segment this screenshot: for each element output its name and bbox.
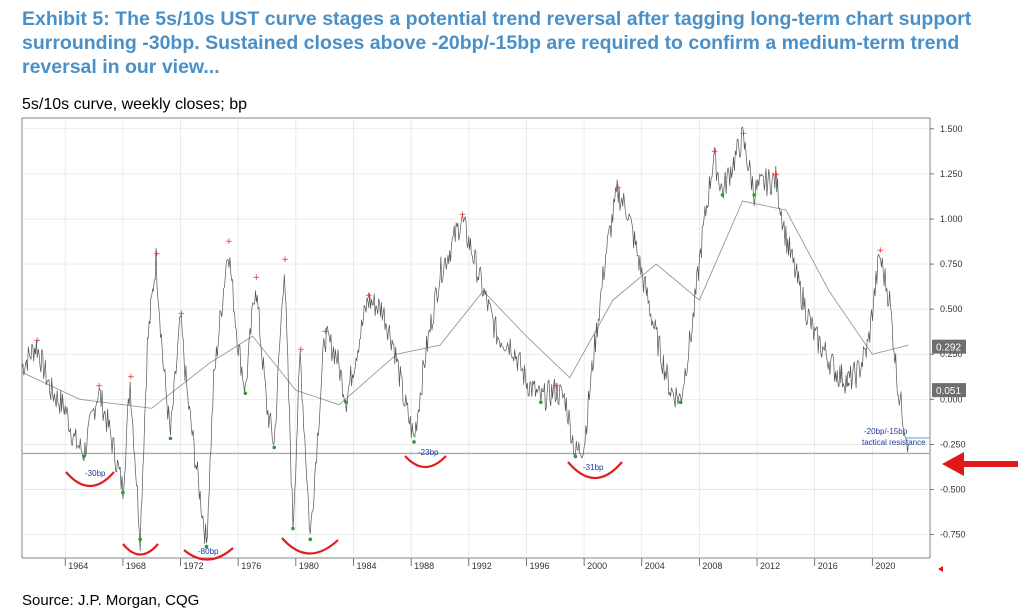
y-axis-ticks: 1.500 1.250 1.000 0.750 0.500 0.250 0.000 -0.25… [930, 124, 966, 540]
buy-signal [308, 537, 313, 542]
buy-signal [121, 490, 125, 495]
x-tick-label: 1980 [299, 561, 319, 571]
signal-markers: + + + + + + + + + + + + + + + + + + [33, 129, 884, 549]
red-arrow-icon [942, 452, 1018, 476]
current-value-box [932, 383, 966, 398]
annotation-resistance-text: tactical resistance [862, 438, 926, 447]
buy-signal [573, 454, 578, 459]
y-tick-label: 1.500 [940, 124, 963, 134]
current-value-label: 0.051 [936, 386, 961, 397]
moving-average-series [21, 200, 909, 409]
annotation-23bp: -23bp [418, 448, 439, 457]
price-series [21, 126, 909, 551]
y-tick-label: -0.500 [940, 484, 966, 494]
current-value-labels: 0.292 0.051 [932, 339, 966, 398]
x-tick-label: 1968 [126, 561, 146, 571]
buy-signal [846, 382, 850, 387]
buy-signal [752, 193, 756, 197]
x-tick-label: 1984 [356, 561, 376, 571]
buy-signal [291, 526, 295, 531]
buy-signal [678, 400, 683, 405]
x-tick-label: 2004 [645, 561, 665, 571]
x-tick-label: 2000 [587, 561, 607, 571]
sell-signal: + [127, 372, 135, 382]
arc-1988 [404, 455, 447, 469]
x-tick-label: 2008 [702, 561, 722, 571]
y-tick-label: 0.250 [940, 349, 963, 359]
moving-average-line [21, 200, 909, 409]
x-tick-label: 1976 [241, 561, 261, 571]
arc-1999 [567, 461, 623, 479]
buy-signal [243, 391, 248, 396]
arc-1969 [122, 543, 159, 556]
sell-signal: + [711, 147, 719, 157]
arc-1973 [183, 547, 234, 561]
buy-signal [412, 440, 416, 444]
y-tick-label: 1.000 [940, 214, 963, 224]
sell-signal: + [322, 327, 330, 337]
x-tick-label: 1992 [472, 561, 492, 571]
sell-signal: + [95, 381, 103, 391]
exhibit-title: Exhibit 5: The 5s/10s UST curve stages a… [22, 8, 972, 78]
current-value-label: 0.292 [936, 343, 961, 354]
current-value-box [932, 339, 966, 354]
y-tick-label: 0.000 [940, 394, 963, 404]
annotation-30bp: -30bp [85, 469, 106, 478]
sell-signal: + [614, 183, 622, 193]
sell-signal: + [33, 336, 41, 346]
buy-signal [204, 544, 209, 549]
sell-signal: + [281, 255, 289, 265]
buy-signal [720, 193, 725, 197]
x-tick-label: 2020 [875, 561, 895, 571]
arc-1965 [65, 471, 115, 487]
annotation-80bp: -80bp [198, 547, 219, 556]
sell-signal: + [365, 291, 373, 301]
x-tick-label: 1988 [414, 561, 434, 571]
sell-signal: + [552, 381, 560, 391]
x-tick-label: 1964 [68, 561, 88, 571]
chart-subtitle: 5s/10s curve, weekly closes; bp [22, 96, 247, 113]
y-tick-label: 0.500 [940, 304, 963, 314]
sell-signal: + [773, 170, 781, 180]
sell-signal: + [225, 237, 233, 247]
y-tick-label: -0.250 [940, 439, 966, 449]
buy-signal [82, 454, 86, 459]
annotation-31bp: -31bp [583, 463, 604, 472]
buy-signal [539, 400, 543, 405]
sell-signal: + [459, 210, 467, 220]
sell-signal: + [740, 129, 748, 139]
buy-signal [168, 436, 173, 441]
buy-signal [344, 400, 349, 405]
buy-signal [272, 445, 277, 450]
x-tick-label: 2012 [760, 561, 780, 571]
sell-signal: + [297, 345, 305, 355]
sell-signal: + [178, 309, 186, 319]
buy-signal [138, 537, 142, 542]
sell-signal: + [153, 250, 161, 260]
y-tick-label: 1.250 [940, 169, 963, 179]
annotation-resistance-level: -20bp/-15bp [864, 427, 908, 436]
sell-signal: + [252, 273, 260, 283]
x-tick-label: 2016 [818, 561, 838, 571]
annotation-arcs [65, 455, 623, 561]
source-note: Source: J.P. Morgan, CQG [22, 592, 200, 609]
arc-1980 [281, 537, 339, 555]
small-arrow-icon [938, 566, 943, 572]
price-line [21, 126, 909, 551]
x-tick-label: 1972 [184, 561, 204, 571]
sell-signal: + [877, 246, 885, 256]
y-tick-label: 0.750 [940, 259, 963, 269]
x-tick-label: 1996 [529, 561, 549, 571]
x-axis-ticks: 1964 1968 1972 1976 1980 1984 1988 1992 1996 2000… [64, 558, 895, 571]
plot-frame [21, 117, 931, 559]
y-tick-label: -0.750 [940, 530, 966, 540]
